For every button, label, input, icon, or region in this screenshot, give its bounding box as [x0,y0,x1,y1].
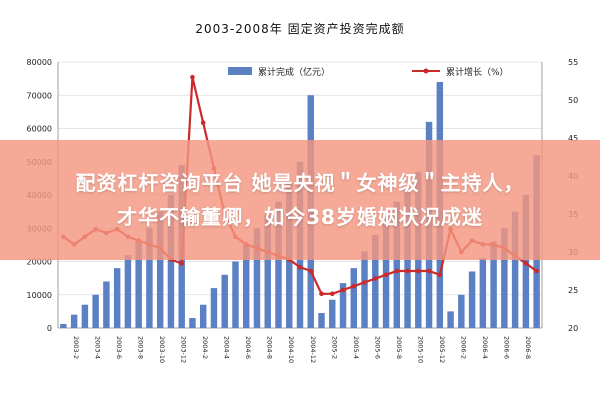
y-right-tick-label: 50 [568,96,578,105]
x-tick-label: 2004-2 [201,336,209,359]
y-left-tick-label: 10000 [27,291,52,300]
bar [511,211,519,328]
line-point [297,264,303,270]
y-right-tick-label: 55 [568,58,578,67]
line-point [340,287,346,293]
bar [189,318,196,328]
line-point [351,283,357,289]
line-point [190,74,195,80]
bar [92,294,99,328]
line-point [426,268,432,274]
bar [339,283,347,328]
x-tick-label: 2005-8 [395,336,403,359]
y-right-tick-label: 20 [568,324,578,333]
legend-bar-label: 累计完成（亿元） [258,66,330,78]
bar [458,294,465,328]
bar [70,314,78,328]
x-tick-label: 2004-6 [244,336,252,359]
bar [468,271,476,328]
x-tick-label: 2003-10 [158,336,166,363]
line-point [329,291,335,297]
x-tick-label: 2005-12 [438,336,446,363]
line-point [416,268,421,274]
bar [361,251,368,328]
y-left-tick-label: 70000 [27,91,52,100]
x-tick-label: 2005-2 [330,336,338,359]
bar [253,228,261,328]
overlay-text-line-2: 才华不输董卿，如今38岁婚姻状况成迷 [117,205,483,229]
x-tick-label: 2003-4 [94,336,102,359]
bar [479,258,487,328]
bar [393,201,401,328]
bar [501,228,508,328]
line-point [394,268,400,274]
bar [275,201,282,328]
x-tick-label: 2006-6 [502,336,510,359]
x-tick-label: 2003-2 [72,336,80,359]
bar [232,261,239,328]
bar [124,254,132,328]
bar [329,299,336,328]
x-tick-label: 2005-6 [373,336,381,359]
line-point [534,268,539,274]
bar [242,244,250,328]
y-right-tick-label: 45 [568,134,578,143]
bar [135,241,142,328]
y-left-tick-label: 80000 [27,58,52,67]
x-tick-label: 2003-8 [137,336,145,359]
x-tick-label: 2004-8 [266,336,274,359]
line-point [523,261,529,266]
x-tick-label: 2005-4 [352,336,360,359]
legend-line-label: 累计增长（%） [446,66,509,78]
line-point [319,291,324,297]
bar [103,281,110,328]
y-left-tick-label: 0 [47,324,52,333]
legend-line-marker [423,68,429,74]
x-tick-label: 2006-2 [459,336,467,359]
line-point [362,280,367,285]
chart-title: 2003-2008年 固定资产投资完成额 [195,21,404,36]
y-left-tick-label: 20000 [27,258,52,267]
bar [221,274,228,328]
bar [372,234,379,328]
bar [350,268,358,328]
line-point [383,272,389,278]
bar [146,228,153,328]
line-point [308,268,314,274]
x-tick-label: 2006-4 [481,336,489,359]
bar [447,311,454,328]
bar [60,324,67,328]
y-left-tick-label: 60000 [27,125,52,134]
bar [490,241,497,328]
x-tick-label: 2004-10 [287,336,295,363]
line-point [200,120,206,126]
bar [81,304,89,328]
x-tick-label: 2003-12 [180,336,188,363]
y-right-tick-label: 25 [568,286,578,295]
bar [199,304,207,328]
bar [264,214,271,328]
bar [210,288,218,328]
x-tick-label: 2003-6 [115,336,123,359]
x-tick-label: 2005-10 [416,336,424,363]
line-point [372,276,378,281]
line-point [405,268,410,274]
bar [113,268,121,328]
line-point [179,261,184,266]
x-tick-label: 2004-4 [223,336,231,359]
x-tick-label: 2006-8 [524,336,532,359]
x-tick-label: 2004-12 [309,336,317,363]
overlay-text-line-1: 配资杠杆咨询平台 她是央视＂女神级＂主持人， [75,171,525,195]
x-axis: 2003-2 2003-4 2003-6 2003-8 2003-10 2003-12 20… [72,336,532,363]
legend: 累计完成（亿元） 累计增长（%） [228,66,509,78]
overlay-banner: 配资杠杆咨询平台 她是央视＂女神级＂主持人， 才华不输董卿，如今38岁婚姻状况成… [0,140,600,260]
legend-bar-swatch [228,67,252,75]
bar [318,313,325,328]
line-point [437,272,443,278]
bar [156,211,164,328]
